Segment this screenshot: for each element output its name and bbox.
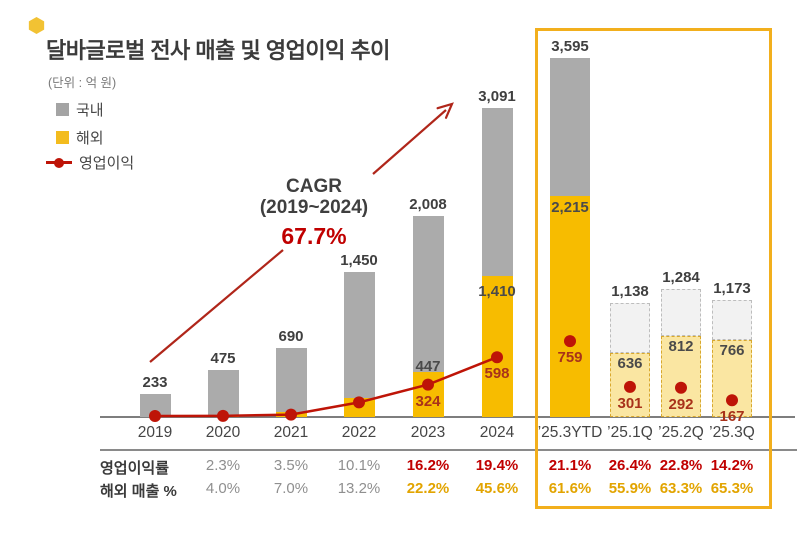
table-row-label-overseas-share: 해외 매출 % [100,483,177,500]
op-label-’25.3YTD: 759 [557,349,583,367]
legend-label-overseas: 해외 [76,130,104,147]
cagr-period: (2019~2024) [259,197,369,218]
bar-domestic-2023 [412,216,444,373]
table-value-0-2: 10.1% [337,457,381,474]
bar-domestic-2024 [481,107,513,276]
table-value-1-0: 4.0% [205,480,241,497]
bar-domestic-2021 [275,348,307,413]
table-separator-line [100,449,797,451]
overseas-label-2024: 1,410 [478,283,516,300]
x-axis-label-2024: 2024 [479,424,515,441]
bar-domestic-’25.2Q [661,288,701,336]
total-label-2021: 690 [278,328,304,345]
total-label-’25.1Q: 1,138 [611,283,649,301]
table-value-1-1: 7.0% [273,480,309,497]
x-axis-label-2021: 2021 [273,424,309,441]
cagr-title: CAGR [286,176,342,197]
table-value-1-3: 22.2% [406,480,450,497]
total-label-2024: 3,091 [478,87,516,105]
bar-domestic-’25.3YTD [550,57,590,196]
op-label-2024: 598 [484,365,510,383]
legend-label-domestic: 국내 [76,102,104,119]
table-value-0-0: 2.3% [205,457,241,474]
legend-item-domestic: 국내 [56,99,104,120]
table-value-1-8: 65.3% [710,480,754,497]
table-value-1-6: 55.9% [608,480,652,497]
table-value-0-1: 3.5% [273,457,309,474]
bar-overseas-2022 [343,397,375,417]
overseas-label-’25.3Q: 766 [719,342,745,360]
x-axis-label-’25.2Q: ’25.2Q [658,424,704,441]
x-axis-label-’25.3YTD: ’25.3YTD [537,424,603,441]
total-label-’25.2Q: 1,284 [662,268,700,286]
legend-item-overseas: 해외 [56,127,104,148]
table-value-0-4: 19.4% [475,457,519,474]
table-value-0-5: 21.1% [548,457,592,474]
table-value-0-6: 26.4% [608,457,652,474]
hexagon-bullet-icon [28,17,45,34]
bar-overseas-’25.3YTD [550,195,590,417]
total-label-’25.3Q: 1,173 [713,279,751,297]
legend-item-operating-profit: 영업이익 [46,152,134,173]
cagr-annotation: CAGR (2019~2024) 67.7% [229,176,399,250]
x-axis-label-2019: 2019 [137,424,173,441]
table-value-0-3: 16.2% [406,457,450,474]
total-label-2023: 2,008 [409,196,447,214]
table-value-0-7: 22.8% [659,457,703,474]
domestic-swatch-icon [56,103,69,116]
bar-domestic-’25.3Q [712,299,752,341]
bar-domestic-2020 [207,369,239,416]
bar-overseas-2020 [207,415,239,417]
op-label-’25.1Q: 301 [617,394,643,412]
total-label-’25.3YTD: 3,595 [551,37,589,55]
x-axis-label-2020: 2020 [205,424,241,441]
unit-label: (단위 : 억 원) [48,76,117,90]
overseas-label-’25.1Q: 636 [617,355,643,373]
page-title: 달바글로벌 전사 매출 및 영업이익 추이 [46,38,390,63]
legend-label-operating-profit: 영업이익 [79,155,135,172]
op-line-marker-icon [46,157,72,168]
op-label-’25.3Q: 167 [719,408,745,426]
x-axis-label-2023: 2023 [410,424,446,441]
table-value-1-2: 13.2% [337,480,381,497]
bar-overseas-’25.2Q [661,335,701,417]
total-label-2020: 475 [210,349,236,367]
bar-domestic-2022 [343,272,375,398]
table-row-label-op-margin: 영업이익률 [100,460,170,477]
overseas-label-’25.2Q: 812 [668,337,694,355]
x-axis-label-’25.1Q: ’25.1Q [607,424,653,441]
op-label-2023: 324 [415,392,441,410]
x-axis-label-’25.3Q: ’25.3Q [709,424,755,441]
cagr-value: 67.7% [281,223,347,249]
table-value-1-7: 63.3% [659,480,703,497]
x-axis-label-2022: 2022 [341,424,377,441]
table-value-0-8: 14.2% [710,457,754,474]
bar-domestic-’25.1Q [610,303,650,354]
overseas-swatch-icon [56,131,69,144]
table-value-1-4: 45.6% [475,480,519,497]
overseas-label-’25.3YTD: 2,215 [551,198,589,216]
bar-overseas-2021 [275,412,307,417]
op-label-’25.2Q: 292 [668,395,694,413]
total-label-2019: 233 [142,373,168,391]
total-label-2022: 1,450 [340,252,378,269]
bar-domestic-2019 [139,393,171,417]
table-value-1-5: 61.6% [548,480,592,497]
